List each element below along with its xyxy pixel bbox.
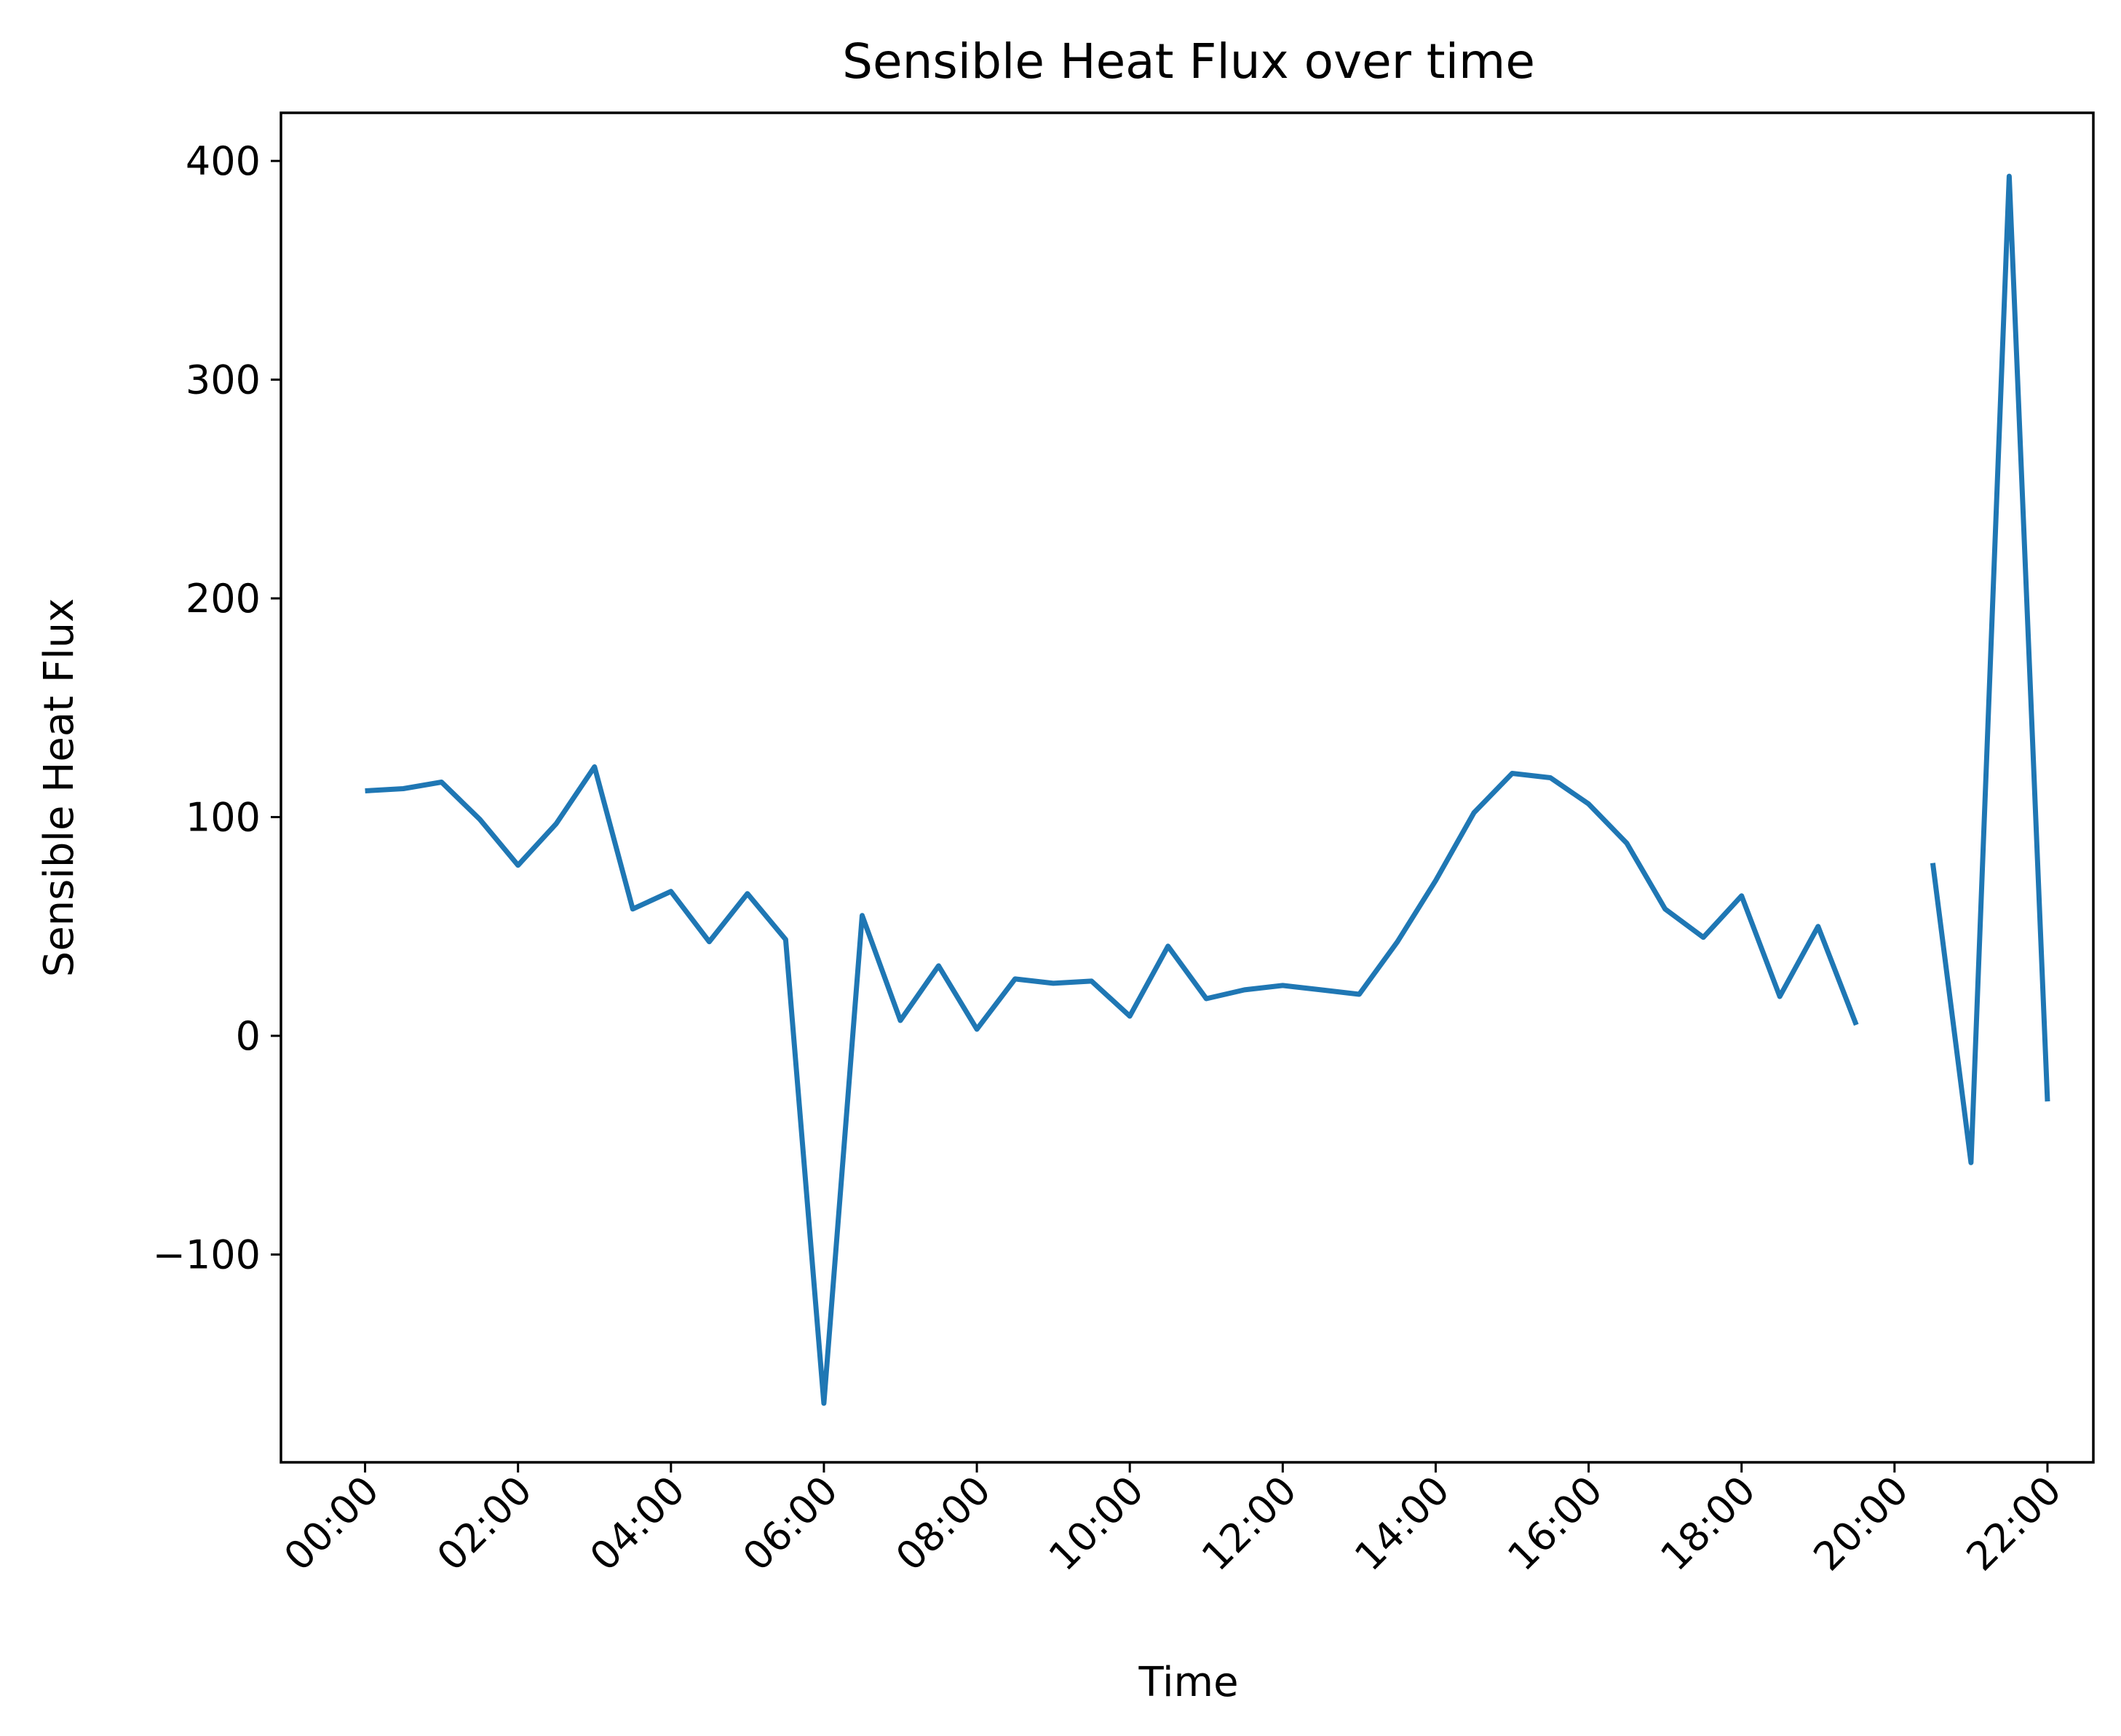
series-line <box>365 173 2050 1406</box>
x-tick-label: 22:00 <box>1958 1467 2071 1580</box>
x-tick-label: 00:00 <box>275 1467 388 1580</box>
chart-title: Sensible Heat Flux over time <box>842 33 1535 90</box>
y-tick-label: 300 <box>186 357 261 403</box>
y-axis-label: Sensible Heat Flux <box>36 598 83 978</box>
x-axis-label: Time <box>1138 1659 1238 1706</box>
x-tick-label: 18:00 <box>1652 1467 1764 1580</box>
x-tick-label: 10:00 <box>1040 1467 1153 1580</box>
x-axis-ticks: 00:00 02:00 04:00 06:00 08:00 10:00 12:00 14:00… <box>275 1462 2070 1580</box>
x-tick-label: 08:00 <box>887 1467 1000 1580</box>
x-tick-label: 12:00 <box>1193 1467 1306 1580</box>
y-tick-label: 0 <box>236 1013 261 1059</box>
x-tick-label: 14:00 <box>1346 1467 1459 1580</box>
y-tick-label: 200 <box>186 576 261 622</box>
y-tick-label: 100 <box>186 795 261 841</box>
x-tick-label: 04:00 <box>581 1467 694 1580</box>
y-tick-label: 400 <box>186 138 261 184</box>
x-tick-label: 02:00 <box>428 1467 541 1580</box>
x-tick-label: 20:00 <box>1804 1467 1917 1580</box>
y-axis-ticks: −100 0 100 200 300 400 <box>153 138 281 1278</box>
plot-area-frame <box>280 111 2095 1464</box>
x-tick-label: 16:00 <box>1499 1467 1611 1580</box>
y-tick-label: −100 <box>153 1232 261 1278</box>
x-tick-label: 06:00 <box>734 1467 847 1580</box>
